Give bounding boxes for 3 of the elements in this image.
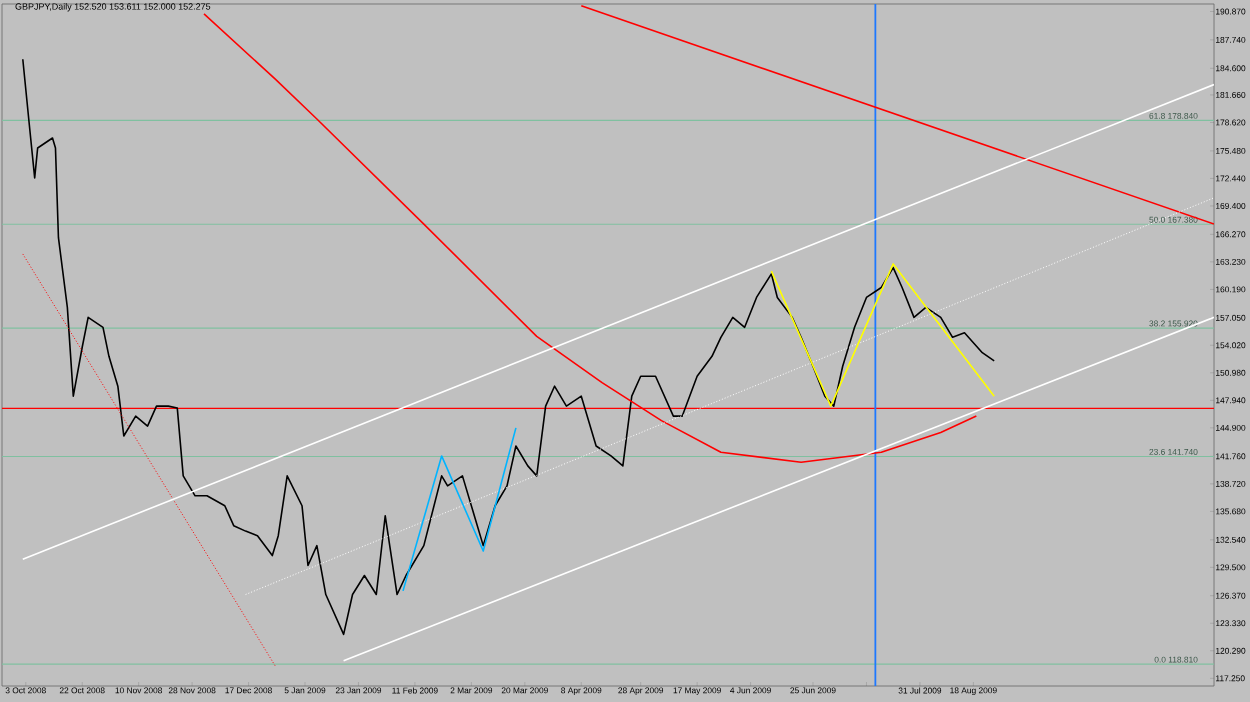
line-series bbox=[402, 427, 517, 592]
line-series bbox=[22, 58, 995, 636]
line-series bbox=[770, 263, 995, 407]
